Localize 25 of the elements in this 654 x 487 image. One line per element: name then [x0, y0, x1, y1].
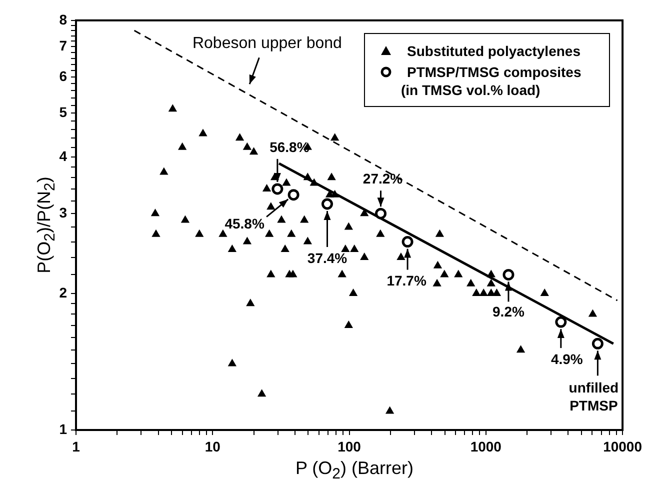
x-axis-title: P (O$_{2}$) (Barrer) — [294, 458, 415, 483]
y-tick-label: 7 — [59, 38, 68, 54]
annotation: 27.2% — [362, 170, 404, 186]
annotation: 9.2% — [492, 304, 525, 320]
annotation: (in TMSG vol.% load) — [400, 82, 542, 100]
y-tick-label: 6 — [59, 68, 68, 84]
x-tick-label: 1 — [72, 438, 80, 454]
y-tick-label: 8 — [59, 11, 68, 28]
legend-label: PTMSP/TMSG composites — [407, 64, 582, 80]
x-tick-label: 10 — [204, 438, 221, 454]
y-tick-label: 3 — [59, 204, 68, 220]
x-tick-label: 100 — [338, 438, 362, 454]
y-tick-label: 1 — [59, 420, 68, 437]
annotation: 17.7% — [386, 272, 427, 289]
annotation: 45.8% — [224, 216, 265, 232]
y-tick-label: 2 — [59, 284, 68, 300]
annotation: Robeson upper bond — [192, 35, 342, 52]
y-tick-label: 4 — [59, 148, 68, 164]
annotation: 37.4% — [307, 250, 348, 266]
legend-label: Substituted polyactylenes — [407, 42, 580, 58]
annotation: unfilled PTMSP — [568, 380, 619, 414]
x-tick-label: 10000 — [603, 438, 642, 454]
annotation: 4.9% — [550, 350, 584, 367]
x-tick-label: 1000 — [470, 438, 502, 454]
y-tick-label: 5 — [59, 104, 68, 120]
